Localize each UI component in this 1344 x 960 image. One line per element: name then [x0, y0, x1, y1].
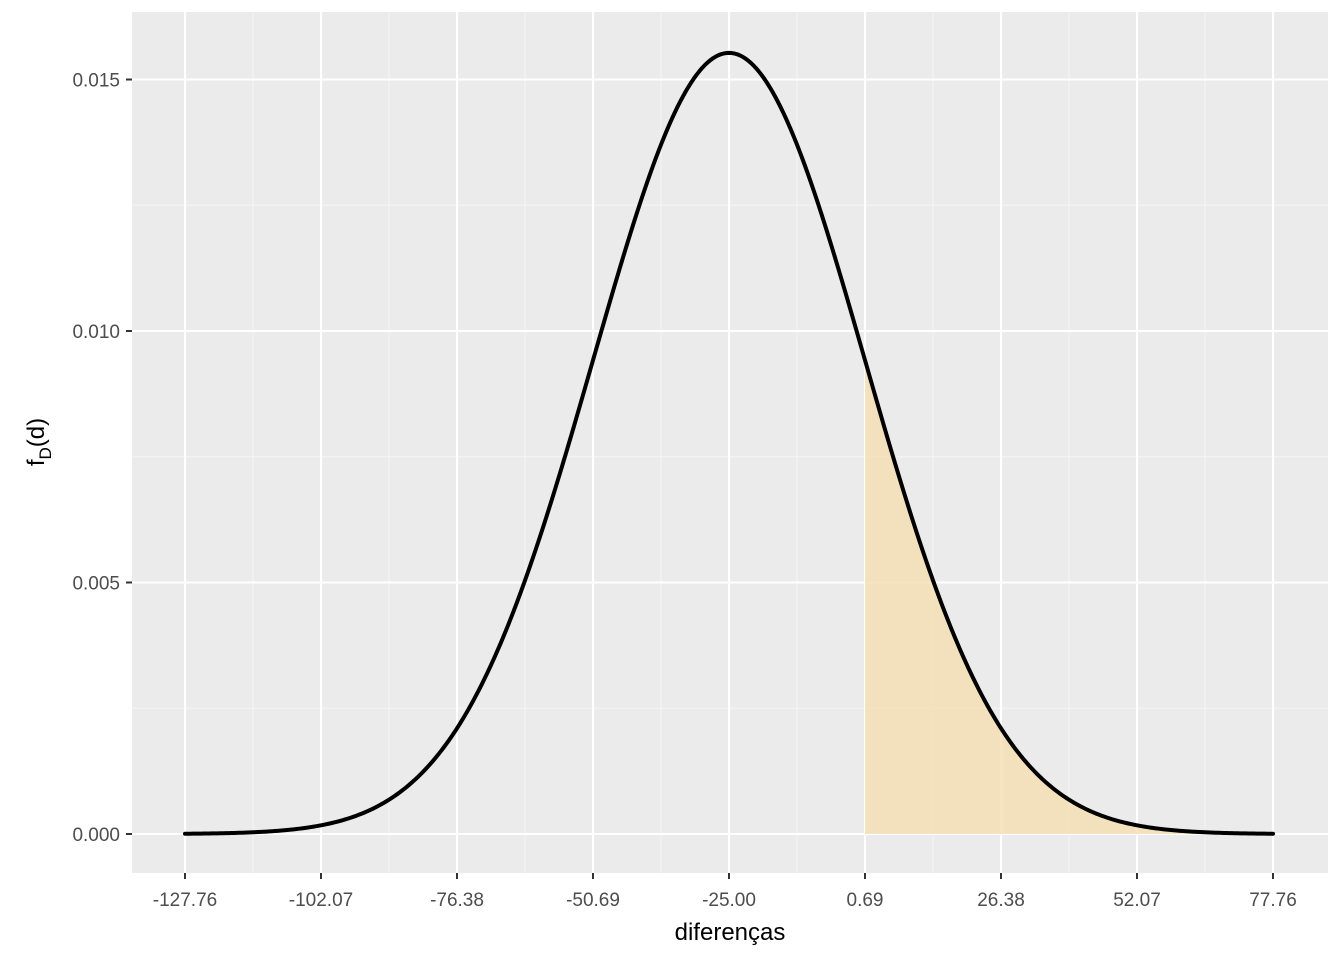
x-tick-label: 26.38 — [977, 890, 1025, 911]
y-tick-label: 0.000 — [72, 825, 120, 846]
x-tick-label: -102.07 — [289, 890, 353, 911]
y-tick-label: 0.005 — [72, 574, 120, 595]
x-tick-label: 77.76 — [1249, 890, 1297, 911]
y-axis-title-main: f — [23, 459, 50, 466]
x-tick-label: 52.07 — [1113, 890, 1161, 911]
axis-ticks — [126, 78, 1274, 879]
x-tick-label: -76.38 — [430, 890, 484, 911]
density-curve — [183, 50, 1275, 836]
shaded-area — [865, 360, 1273, 834]
y-axis-title-suffix: (d) — [23, 418, 50, 447]
y-tick-label: 0.015 — [72, 71, 120, 92]
x-axis-title: diferenças — [675, 919, 786, 946]
shaded-tail-area — [865, 360, 1273, 834]
x-tick-label: -127.76 — [153, 890, 217, 911]
major-gridlines — [132, 12, 1328, 873]
x-axis-tick-labels: -127.76 -102.07 -76.38 -50.69 -25.00 0.69 26.3… — [153, 890, 1297, 911]
y-axis-title-subscript: D — [36, 447, 55, 459]
y-axis-title: fD(d) — [23, 418, 55, 466]
density-line — [183, 50, 1275, 836]
y-axis-tick-labels: 0.000 0.005 0.010 0.015 — [72, 71, 120, 847]
x-tick-label: -25.00 — [702, 890, 756, 911]
x-tick-label: -50.69 — [566, 890, 620, 911]
x-tick-label: 0.69 — [847, 890, 884, 911]
y-tick-label: 0.010 — [72, 322, 120, 343]
